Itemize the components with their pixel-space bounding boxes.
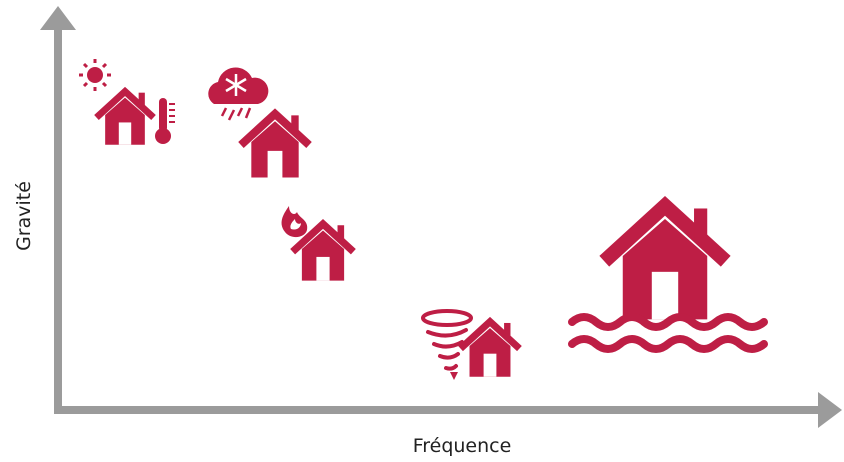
axes	[40, 6, 842, 428]
y-arrow	[40, 6, 76, 30]
tornado-icon	[421, 309, 519, 380]
x-axis-label: Fréquence	[413, 435, 512, 457]
y-axis-label: Gravité	[13, 181, 35, 251]
fire-icon	[281, 206, 354, 281]
x-arrow	[818, 392, 842, 428]
snow-icon	[208, 67, 309, 178]
flood-icon	[568, 206, 768, 353]
heat-icon	[79, 59, 175, 145]
